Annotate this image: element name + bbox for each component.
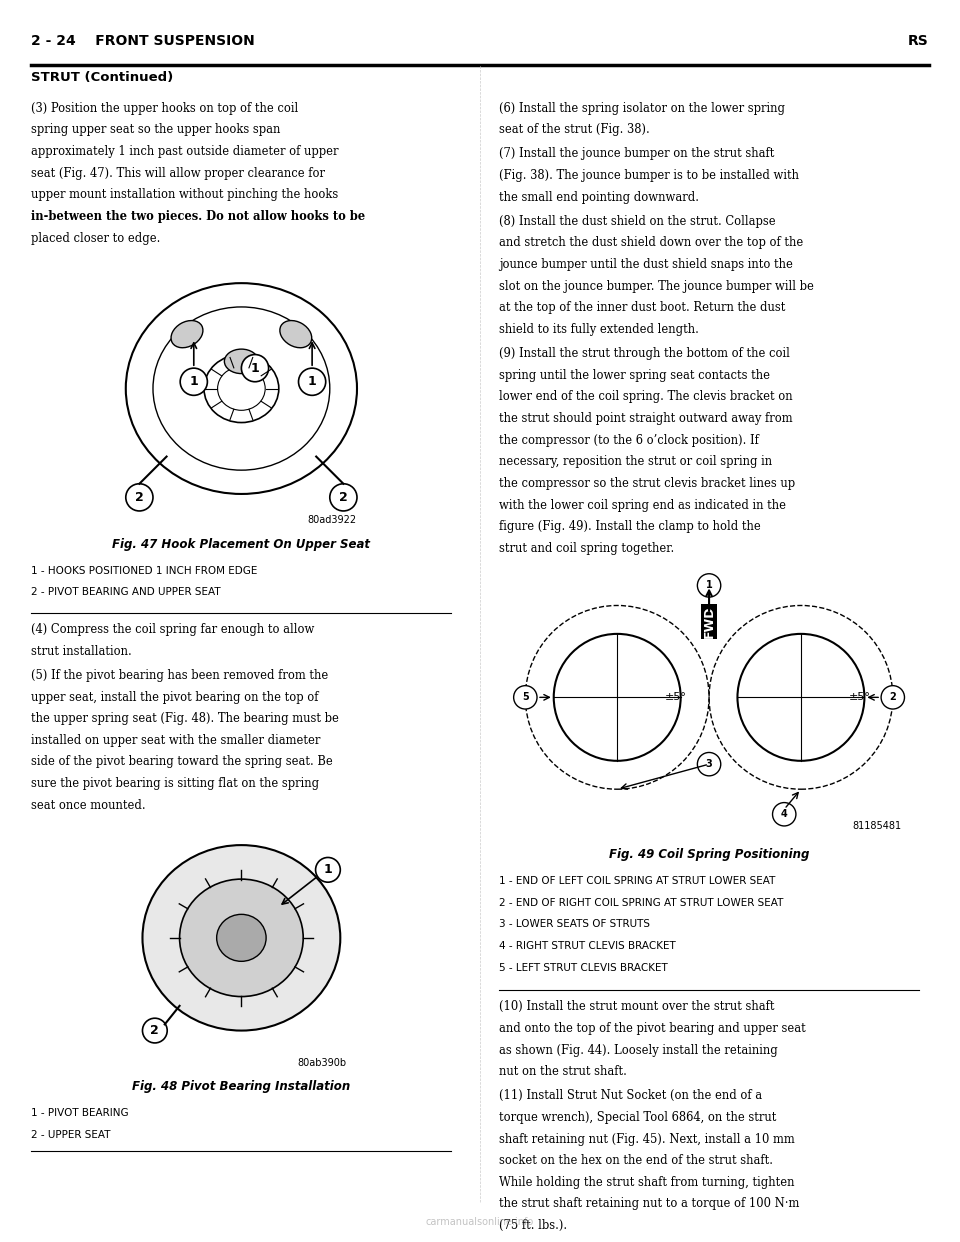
Text: (3) Position the upper hooks on top of the coil: (3) Position the upper hooks on top of t… (32, 102, 299, 114)
Text: 5 - LEFT STRUT CLEVIS BRACKET: 5 - LEFT STRUT CLEVIS BRACKET (499, 963, 668, 972)
Text: the strut should point straight outward away from: the strut should point straight outward … (499, 412, 793, 425)
Text: nut on the strut shaft.: nut on the strut shaft. (499, 1066, 627, 1078)
Text: strut installation.: strut installation. (32, 645, 132, 658)
Text: spring until the lower spring seat contacts the: spring until the lower spring seat conta… (499, 369, 770, 381)
Text: 2 - 24    FRONT SUSPENSION: 2 - 24 FRONT SUSPENSION (32, 34, 255, 47)
Text: shield to its fully extended length.: shield to its fully extended length. (499, 323, 699, 337)
Text: (Fig. 38). The jounce bumper is to be installed with: (Fig. 38). The jounce bumper is to be in… (499, 169, 799, 183)
Text: slot on the jounce bumper. The jounce bumper will be: slot on the jounce bumper. The jounce bu… (499, 279, 814, 293)
Text: While holding the strut shaft from turning, tighten: While holding the strut shaft from turni… (499, 1176, 795, 1189)
Text: sure the pivot bearing is sitting flat on the spring: sure the pivot bearing is sitting flat o… (32, 777, 320, 790)
Text: 2 - UPPER SEAT: 2 - UPPER SEAT (32, 1130, 111, 1140)
Text: seat of the strut (Fig. 38).: seat of the strut (Fig. 38). (499, 123, 650, 137)
Text: carmanualsonline.info: carmanualsonline.info (426, 1217, 534, 1227)
Text: as shown (Fig. 44). Loosely install the retaining: as shown (Fig. 44). Loosely install the … (499, 1043, 778, 1057)
Text: 1 - PIVOT BEARING: 1 - PIVOT BEARING (32, 1108, 129, 1118)
Text: 1 - END OF LEFT COIL SPRING AT STRUT LOWER SEAT: 1 - END OF LEFT COIL SPRING AT STRUT LOW… (499, 876, 776, 886)
Text: placed closer to edge.: placed closer to edge. (32, 231, 160, 245)
Text: 2 - PIVOT BEARING AND UPPER SEAT: 2 - PIVOT BEARING AND UPPER SEAT (32, 587, 221, 597)
Text: (10) Install the strut mount over the strut shaft: (10) Install the strut mount over the st… (499, 1000, 775, 1013)
Text: torque wrench), Special Tool 6864, on the strut: torque wrench), Special Tool 6864, on th… (499, 1110, 777, 1124)
Text: and onto the top of the pivot bearing and upper seat: and onto the top of the pivot bearing an… (499, 1022, 805, 1035)
Text: and stretch the dust shield down over the top of the: and stretch the dust shield down over th… (499, 236, 804, 250)
Text: (8) Install the dust shield on the strut. Collapse: (8) Install the dust shield on the strut… (499, 215, 776, 227)
Text: at the top of the inner dust boot. Return the dust: at the top of the inner dust boot. Retur… (499, 302, 785, 314)
Text: spring upper seat so the upper hooks span: spring upper seat so the upper hooks spa… (32, 123, 280, 137)
Text: installed on upper seat with the smaller diameter: installed on upper seat with the smaller… (32, 734, 321, 746)
Text: (75 ft. lbs.).: (75 ft. lbs.). (499, 1220, 567, 1232)
Text: the upper spring seat (Fig. 48). The bearing must be: the upper spring seat (Fig. 48). The bea… (32, 712, 339, 725)
Text: seat (Fig. 47). This will allow proper clearance for: seat (Fig. 47). This will allow proper c… (32, 166, 325, 180)
Text: in-between the two pieces. ​Do not allow hooks to be: in-between the two pieces. ​Do not allow… (32, 210, 366, 222)
Text: Fig. 49 Coil Spring Positioning: Fig. 49 Coil Spring Positioning (609, 848, 809, 861)
Text: STRUT (Continued): STRUT (Continued) (32, 71, 174, 83)
Text: upper mount installation without pinching the hooks: upper mount installation without pinchin… (32, 189, 339, 201)
Text: jounce bumper until the dust shield snaps into the: jounce bumper until the dust shield snap… (499, 258, 793, 271)
Bar (41, 260, 442, 532)
Text: strut and coil spring together.: strut and coil spring together. (499, 542, 674, 555)
Text: the strut shaft retaining nut to a torque of 100 N·m: the strut shaft retaining nut to a torqu… (499, 1197, 800, 1211)
Text: 2 - END OF RIGHT COIL SPRING AT STRUT LOWER SEAT: 2 - END OF RIGHT COIL SPRING AT STRUT LO… (499, 898, 783, 908)
Text: figure (Fig. 49). Install the clamp to hold the: figure (Fig. 49). Install the clamp to h… (499, 520, 761, 533)
Text: upper seat, install the pivot bearing on the top of: upper seat, install the pivot bearing on… (32, 691, 319, 703)
Text: the compressor so the strut clevis bracket lines up: the compressor so the strut clevis brack… (499, 477, 795, 489)
Text: with the lower coil spring end as indicated in the: with the lower coil spring end as indica… (499, 498, 786, 512)
Text: (11) Install Strut Nut Socket (on the end of a: (11) Install Strut Nut Socket (on the en… (499, 1089, 762, 1103)
Text: the compressor (to the 6 o’clock position). If: the compressor (to the 6 o’clock positio… (499, 433, 759, 447)
Text: approximately 1 inch past outside diameter of upper: approximately 1 inch past outside diamet… (32, 145, 339, 158)
Text: RS: RS (908, 34, 928, 47)
Text: (4) Compress the coil spring far enough to allow: (4) Compress the coil spring far enough … (32, 623, 315, 636)
Text: shaft retaining nut (Fig. 45). Next, install a 10 mm: shaft retaining nut (Fig. 45). Next, ins… (499, 1133, 795, 1145)
Text: 1 - HOOKS POSITIONED 1 INCH FROM EDGE: 1 - HOOKS POSITIONED 1 INCH FROM EDGE (32, 565, 258, 576)
Text: seat once mounted.: seat once mounted. (32, 799, 146, 812)
Text: side of the pivot bearing toward the spring seat. Be: side of the pivot bearing toward the spr… (32, 755, 333, 769)
Text: the small end pointing downward.: the small end pointing downward. (499, 191, 699, 204)
Text: socket on the hex on the end of the strut shaft.: socket on the hex on the end of the stru… (499, 1154, 773, 1167)
Text: Fig. 47 Hook Placement On Upper Seat: Fig. 47 Hook Placement On Upper Seat (112, 538, 371, 550)
Text: lower end of the coil spring. The clevis bracket on: lower end of the coil spring. The clevis… (499, 390, 793, 404)
Text: (5) If the pivot bearing has been removed from the: (5) If the pivot bearing has been remove… (32, 669, 328, 682)
Text: (7) Install the jounce bumper on the strut shaft: (7) Install the jounce bumper on the str… (499, 148, 775, 160)
Text: 4 - RIGHT STRUT CLEVIS BRACKET: 4 - RIGHT STRUT CLEVIS BRACKET (499, 941, 676, 951)
Text: (6) Install the spring isolator on the lower spring: (6) Install the spring isolator on the l… (499, 102, 785, 114)
Text: necessary, reposition the strut or coil spring in: necessary, reposition the strut or coil … (499, 456, 772, 468)
Text: Fig. 48 Pivot Bearing Installation: Fig. 48 Pivot Bearing Installation (132, 1081, 350, 1093)
Text: 3 - LOWER SEATS OF STRUTS: 3 - LOWER SEATS OF STRUTS (499, 919, 650, 929)
Text: (9) Install the strut through the bottom of the coil: (9) Install the strut through the bottom… (499, 347, 790, 360)
